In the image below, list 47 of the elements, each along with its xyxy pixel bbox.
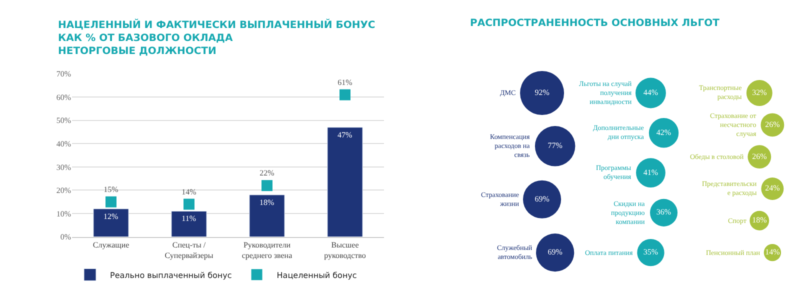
data-label: 14% — [182, 187, 197, 196]
data-label: 77% — [548, 141, 563, 150]
x-tick-label: Высшее руководство — [324, 240, 366, 260]
data-label: 35% — [643, 248, 658, 257]
data-label: 42% — [656, 128, 672, 137]
data-label: 26% — [752, 152, 768, 161]
text: РАСПРОСТРАНЕННОСТЬ ОСНОВНЫХ ЛЬГОТ — [470, 18, 720, 29]
data-label: 36% — [656, 208, 672, 217]
point — [184, 198, 194, 210]
y-tick-label: 70% — [56, 70, 72, 79]
data-label: 18% — [752, 216, 768, 225]
x-tick-label: Спец-ты / Супервайзеры — [164, 240, 214, 260]
data-label: 92% — [534, 88, 550, 97]
x-tick-label: Руководители среднего звена — [242, 240, 293, 260]
point — [262, 180, 272, 192]
legend-label: Нацеленный бонус — [276, 270, 357, 280]
data-label: 18% — [260, 198, 274, 207]
y-tick-label: 0% — [60, 232, 72, 242]
y-tick-label: 20% — [56, 186, 72, 196]
point — [106, 196, 116, 208]
data-label: 15% — [104, 185, 119, 194]
bar — [93, 208, 129, 237]
data-label: 44% — [643, 88, 658, 97]
point — [340, 89, 350, 100]
data-label: 26% — [765, 120, 780, 129]
data-label: 24% — [765, 184, 780, 193]
data-label: 61% — [338, 78, 353, 87]
data-label: 14% — [765, 248, 780, 257]
y-tick-label: 10% — [56, 209, 72, 218]
bar — [171, 210, 207, 237]
data-label: 32% — [752, 88, 768, 97]
y-tick-label: 40% — [56, 139, 72, 148]
chart-title: НАЦЕЛЕННЫЙ И ФАКТИЧЕСКИ ВЫПЛАЧЕННЫЙ БОНУС КАК % ОТ БАЗОВОГО ОКЛАДА НЕТОРГОВЫЕ ДОЛЖНОСТИ — [58, 18, 376, 57]
bar — [327, 127, 363, 237]
y-tick-label: 30% — [56, 162, 72, 172]
bar — [249, 194, 285, 237]
data-label: 69% — [548, 248, 563, 257]
data-label: 69% — [534, 194, 550, 204]
legend-label: Реально выплаченный бонус — [110, 270, 232, 280]
data-label: 11% — [182, 214, 196, 224]
data-label: 47% — [338, 130, 352, 140]
data-label: 22% — [260, 168, 275, 178]
y-tick-label: 60% — [56, 92, 72, 102]
data-label: 12% — [104, 212, 118, 221]
y-tick-label: 50% — [56, 116, 72, 126]
data-label: 41% — [643, 168, 658, 177]
x-tick-label: Служащие — [92, 240, 130, 250]
